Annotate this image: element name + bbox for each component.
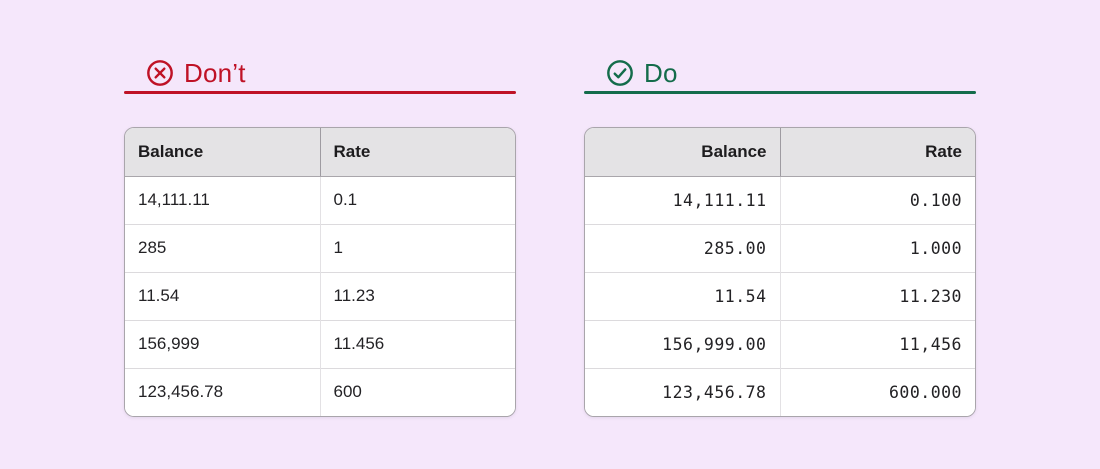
dont-table: Balance Rate 14,111.11 0.1 285 1 11.54 (124, 127, 516, 417)
balance-cell: 123,456.78 (125, 367, 321, 416)
do-table: Balance Rate 14,111.11 0.100 285.00 1.00… (584, 127, 976, 417)
rate-cell: 11.23 (320, 271, 515, 320)
table-row: 123,456.78 600 (125, 367, 515, 416)
rate-cell: 0.100 (780, 176, 975, 224)
balance-cell: 14,111.11 (125, 176, 321, 224)
dont-balance-column-header: Balance (125, 128, 321, 177)
table-row: 14,111.11 0.100 (585, 176, 975, 224)
rate-cell: 11.230 (780, 271, 975, 320)
balance-cell: 285.00 (585, 223, 781, 272)
dont-underline (124, 91, 516, 94)
rate-cell: 600.000 (780, 367, 975, 416)
rate-cell: 1 (320, 223, 515, 272)
do-rate-column-header: Rate (780, 128, 975, 177)
rate-cell: 600 (320, 367, 515, 416)
balance-cell: 156,999.00 (585, 319, 781, 368)
balance-cell: 14,111.11 (585, 176, 781, 224)
rate-cell: 1.000 (780, 223, 975, 272)
dont-table-header-row: Balance Rate (125, 128, 515, 177)
rate-cell: 0.1 (320, 176, 515, 224)
balance-cell: 123,456.78 (585, 367, 781, 416)
balance-cell: 11.54 (585, 271, 781, 320)
rate-cell: 11.456 (320, 319, 515, 368)
dont-section: Don’t Balance Rate 14,111.11 0.1 28 (124, 0, 516, 469)
table-row: 156,999 11.456 (125, 319, 515, 368)
x-circle-icon (146, 59, 174, 87)
balance-cell: 156,999 (125, 319, 321, 368)
rate-cell: 11,456 (780, 319, 975, 368)
check-circle-icon (606, 59, 634, 87)
table-row: 11.54 11.230 (585, 271, 975, 320)
table-row: 285.00 1.000 (585, 223, 975, 272)
do-balance-column-header: Balance (585, 128, 781, 177)
do-title: Do (644, 58, 678, 88)
do-header: Do (606, 57, 678, 89)
do-underline (584, 91, 976, 94)
balance-cell: 285 (125, 223, 321, 272)
table-row: 285 1 (125, 223, 515, 272)
table-row: 11.54 11.23 (125, 271, 515, 320)
table-row: 14,111.11 0.1 (125, 176, 515, 224)
do-table-header-row: Balance Rate (585, 128, 975, 177)
dont-rate-column-header: Rate (320, 128, 515, 177)
balance-cell: 11.54 (125, 271, 321, 320)
table-row: 156,999.00 11,456 (585, 319, 975, 368)
table-row: 123,456.78 600.000 (585, 367, 975, 416)
do-section: Do Balance Rate 14,111.11 0.100 285 (584, 0, 976, 469)
dont-header: Don’t (146, 57, 246, 89)
dont-title: Don’t (184, 58, 246, 88)
